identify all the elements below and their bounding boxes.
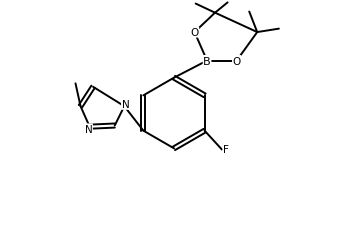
- Text: N: N: [121, 100, 129, 110]
- Text: N: N: [85, 124, 92, 134]
- Text: B: B: [203, 56, 211, 66]
- Text: O: O: [232, 56, 241, 66]
- Text: F: F: [223, 145, 229, 155]
- Text: O: O: [190, 28, 199, 38]
